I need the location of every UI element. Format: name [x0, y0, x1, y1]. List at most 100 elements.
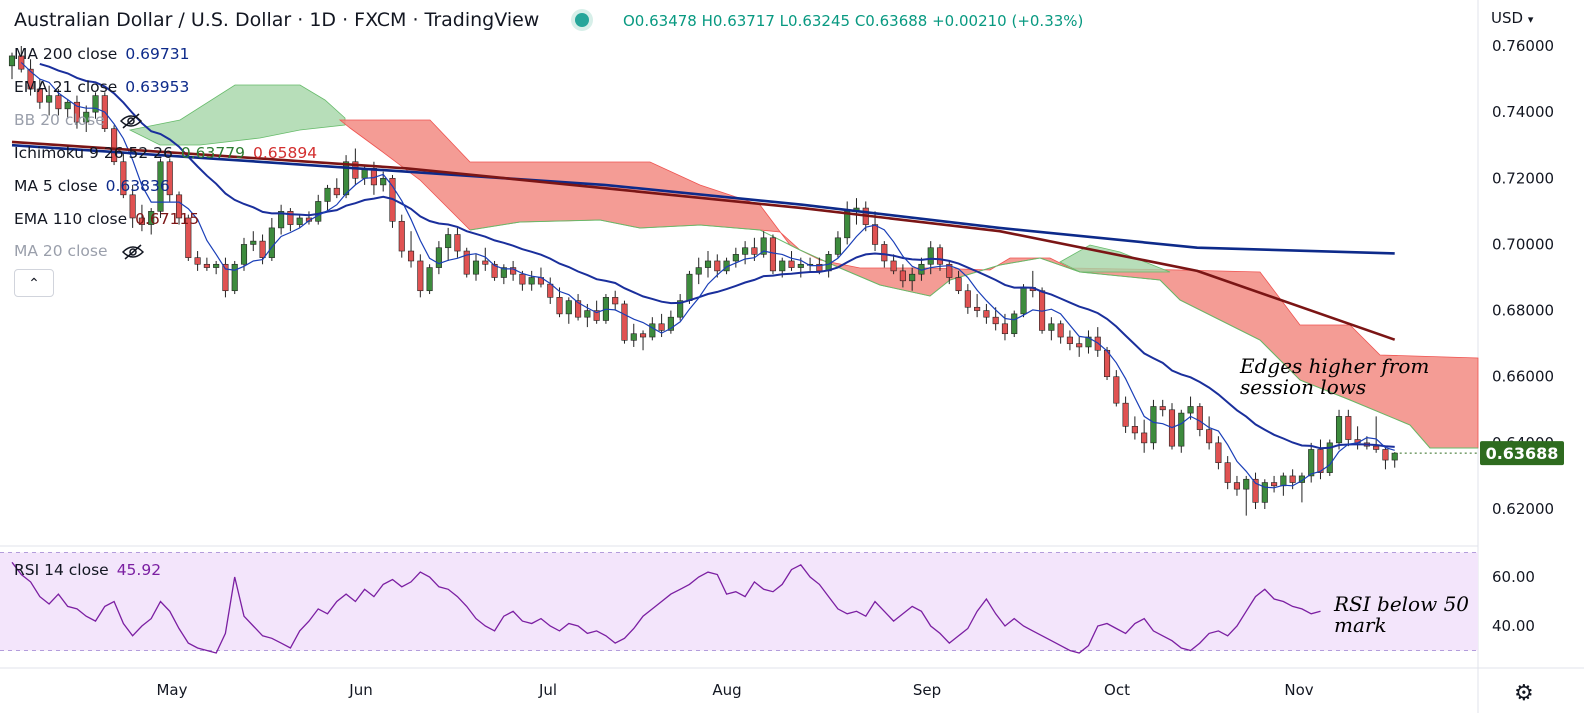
legend-label: BB 20 close	[14, 111, 105, 129]
ma200-line	[11, 143, 1395, 255]
candle	[1196, 406, 1203, 430]
candle	[380, 177, 387, 186]
legend-value: 0.67115	[135, 210, 200, 228]
candle	[36, 88, 43, 103]
price-tick-label: 0.66000	[1492, 368, 1554, 386]
candle	[129, 194, 136, 219]
currency-dropdown[interactable]: USD ▾	[1491, 9, 1533, 27]
candle	[547, 283, 554, 298]
candle	[324, 187, 331, 202]
candle	[463, 250, 470, 275]
candle	[760, 237, 767, 255]
candle	[73, 101, 81, 123]
rsi-tick-label: 40.00	[1492, 617, 1535, 635]
candle	[974, 306, 981, 311]
candle	[213, 263, 220, 268]
candle	[788, 260, 795, 268]
legend-label: MA 5 close	[14, 177, 98, 195]
candle	[844, 211, 851, 239]
candle	[955, 277, 962, 292]
candle	[667, 316, 674, 331]
candle	[1215, 442, 1222, 464]
legend-ichimoku[interactable]: Ichimoku 9 26 52 26 0.63779 0.65894	[14, 144, 317, 162]
candle	[621, 303, 628, 341]
time-axis-label: Jun	[348, 681, 372, 699]
candle	[1391, 452, 1398, 461]
candle	[1159, 406, 1166, 411]
time-axis-label: Sep	[913, 681, 941, 699]
candle	[1271, 482, 1278, 487]
last-price-label: 0.63688	[1486, 444, 1559, 463]
candle	[8, 55, 16, 67]
time-axis-label: May	[156, 681, 187, 699]
candle	[482, 260, 489, 265]
candle	[1326, 442, 1333, 473]
rsi-tick-label: 60.00	[1492, 568, 1535, 586]
candle	[704, 260, 712, 268]
annotation-price: Edges higher from session lows	[1240, 356, 1429, 398]
candle	[491, 263, 498, 278]
candle	[268, 227, 275, 258]
legend-ma5[interactable]: MA 5 close 0.63836	[14, 177, 170, 195]
settings-gear-icon[interactable]: ⚙	[1514, 680, 1534, 705]
candle	[612, 297, 619, 305]
ma5-line	[20, 62, 1395, 489]
candle	[1057, 323, 1064, 338]
candle	[556, 297, 563, 315]
legend-bb20[interactable]: BB 20 close	[14, 111, 142, 129]
candle	[565, 300, 572, 315]
candle	[1261, 482, 1268, 503]
legend-ma200[interactable]: MA 200 close 0.69731	[14, 45, 189, 63]
price-axis: 0.76000 0.74000 0.72000 0.70000 0.68000 0.660…	[156, 37, 1564, 699]
candle	[714, 260, 721, 272]
candle	[250, 240, 257, 245]
legend-ema110[interactable]: EMA 110 close 0.67115	[14, 210, 199, 228]
candle	[742, 247, 749, 255]
candle	[1141, 432, 1148, 444]
collapse-legend-button[interactable]: ⌃	[14, 269, 54, 297]
rsi-line	[11, 561, 1321, 654]
legend-rsi[interactable]: RSI 14 close 45.92	[14, 561, 161, 579]
annotation-line: RSI below 50	[1334, 592, 1470, 616]
ichimoku-cloud	[128, 84, 1479, 449]
candle	[398, 220, 405, 252]
candle	[222, 263, 229, 292]
candle	[992, 316, 999, 325]
candle	[575, 300, 582, 318]
candle	[472, 260, 480, 275]
candle	[426, 267, 433, 292]
eye-hidden-icon[interactable]	[122, 243, 145, 260]
candle	[1373, 445, 1380, 450]
candle	[797, 263, 804, 268]
candle	[333, 187, 340, 196]
candle	[1076, 343, 1083, 348]
candle	[946, 263, 953, 278]
candle	[194, 257, 201, 265]
time-axis-label: Aug	[712, 681, 741, 699]
candle	[55, 95, 62, 110]
candle	[528, 277, 535, 285]
time-axis-label: Oct	[1104, 681, 1130, 699]
candle	[1224, 462, 1231, 483]
legend-ma20[interactable]: MA 20 close	[14, 242, 145, 260]
candle	[287, 211, 294, 225]
candle	[203, 263, 210, 268]
candles-layer	[8, 46, 1398, 516]
legend-ema21[interactable]: EMA 21 close 0.63953	[14, 78, 189, 96]
candle	[769, 237, 777, 272]
legend-label: MA 200 close	[14, 45, 118, 63]
candle	[1085, 336, 1092, 348]
candle	[500, 267, 507, 278]
cloud-span-b	[469, 219, 1478, 449]
candle	[899, 270, 906, 282]
annotation-rsi: RSI below 50 mark	[1334, 594, 1469, 636]
currency-label: USD	[1491, 9, 1524, 27]
legend-value: 0.63779	[180, 144, 245, 162]
eye-hidden-icon[interactable]	[119, 112, 142, 129]
candle	[407, 250, 415, 262]
candle	[343, 161, 350, 196]
indicator-lines	[11, 62, 1396, 489]
candle	[983, 310, 990, 318]
candle	[1317, 449, 1324, 473]
candle	[1289, 475, 1296, 483]
